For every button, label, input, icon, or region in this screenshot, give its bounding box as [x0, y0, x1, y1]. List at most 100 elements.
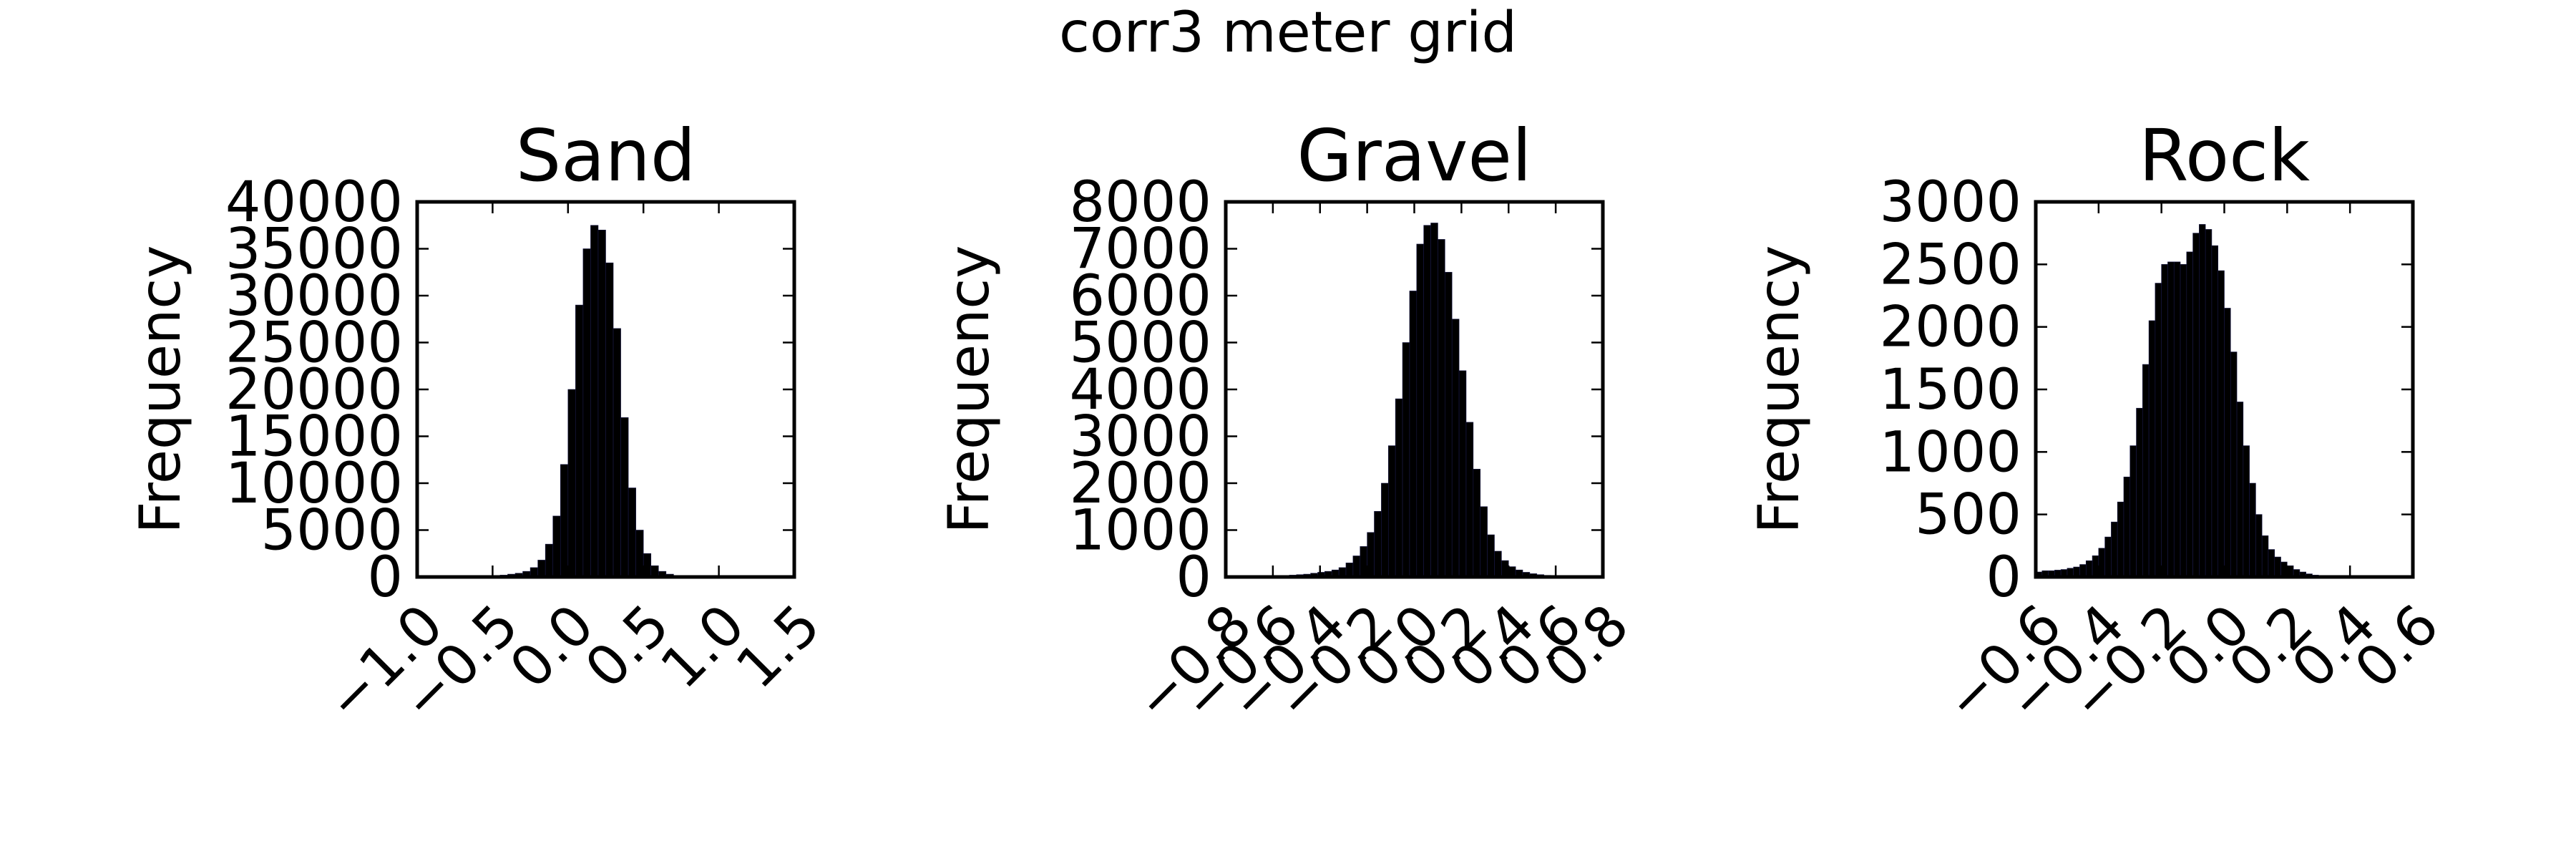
- gravel-bar: [1458, 370, 1467, 578]
- gravel-bar: [1423, 225, 1431, 578]
- gravel-bar: [1494, 550, 1502, 578]
- gravel-bar: [1465, 422, 1474, 578]
- rock-bar: [2199, 224, 2206, 578]
- gravel-bar: [1487, 534, 1495, 578]
- rock-bar: [2079, 564, 2087, 578]
- sand-bar: [567, 389, 576, 578]
- sand-title: Sand: [516, 114, 696, 198]
- gravel-bar: [1445, 271, 1453, 578]
- rock-bar: [2123, 476, 2131, 578]
- rock-bar: [2261, 535, 2269, 578]
- gravel-ylabel: Frequency: [937, 246, 1002, 534]
- rock-bar: [2205, 229, 2212, 578]
- rock-bar: [2148, 320, 2156, 578]
- gravel-axes-frame: [1224, 200, 1605, 579]
- sand-bar: [582, 248, 591, 578]
- gravel-bar: [1360, 546, 1367, 578]
- rock-title: Rock: [2139, 114, 2310, 198]
- sand-ytick-label: 20000: [225, 358, 403, 422]
- rock-bar: [2268, 549, 2275, 578]
- rock-bar: [2192, 233, 2200, 578]
- rock-ytick-label: 3000: [1879, 170, 2021, 235]
- rock-bar: [2111, 521, 2118, 578]
- sand-bar: [628, 487, 636, 578]
- gravel-title: Gravel: [1297, 114, 1531, 198]
- rock-bar: [2218, 270, 2225, 578]
- sand-ytick-label: 10000: [225, 452, 403, 516]
- sand-ytick-label: 30000: [225, 264, 403, 329]
- gravel-bar: [1430, 223, 1438, 578]
- gravel-ytick-label: 8000: [1069, 170, 1211, 235]
- sand-axes-frame: [415, 200, 796, 579]
- gravel-bar: [1402, 342, 1410, 578]
- sand-bar: [605, 262, 614, 578]
- gravel-ytick-label: 3000: [1069, 405, 1211, 470]
- figure-suptitle: corr3 meter grid: [1059, 1, 1517, 65]
- gravel-bar: [1480, 506, 1488, 578]
- rock-bar: [2236, 402, 2244, 578]
- gravel-bar: [1395, 398, 1403, 578]
- rock-bar: [2098, 548, 2105, 578]
- rock-bar: [2186, 251, 2193, 578]
- gravel-ytick-label: 1000: [1069, 499, 1211, 563]
- sand-ytick-label: 5000: [260, 499, 403, 563]
- sand-ytick-label: 0: [367, 545, 403, 610]
- gravel-bar: [1438, 239, 1445, 578]
- gravel-bar: [1451, 319, 1460, 578]
- rock-ytick-label: 0: [1986, 545, 2021, 610]
- gravel-bar: [1345, 563, 1354, 578]
- rock-ytick-label: 1000: [1879, 420, 2021, 485]
- rock-bar: [2104, 536, 2112, 578]
- rock-ytick-label: 500: [1915, 483, 2021, 548]
- gravel-bar: [1352, 555, 1361, 578]
- rock-bar: [2129, 445, 2137, 578]
- rock-bar: [2173, 261, 2181, 578]
- sand-ytick-label: 35000: [225, 218, 403, 282]
- sand-bar: [620, 417, 629, 578]
- sand-bar: [537, 560, 546, 578]
- sand-bar: [552, 515, 561, 578]
- sand-bar: [613, 328, 621, 578]
- gravel-bar: [1367, 532, 1375, 578]
- sand-bar: [643, 553, 652, 578]
- rock-bar: [2180, 264, 2187, 578]
- gravel-bar: [1381, 482, 1389, 578]
- rock-bar: [2280, 561, 2288, 578]
- sand-bar: [545, 543, 554, 578]
- rock-bar: [2255, 514, 2263, 578]
- rock-bar: [2167, 261, 2175, 578]
- rock-ytick-label: 1500: [1879, 358, 2021, 422]
- gravel-ytick-label: 7000: [1069, 218, 1211, 282]
- rock-bar: [2230, 351, 2238, 578]
- rock-ylabel: Frequency: [1747, 246, 1812, 534]
- rock-bar: [2155, 283, 2162, 578]
- sand-ytick-label: 25000: [225, 311, 403, 376]
- gravel-bar: [1387, 445, 1396, 578]
- sand-bar: [635, 530, 644, 578]
- sand-bar: [597, 229, 606, 578]
- rock-bar: [2211, 245, 2219, 578]
- rock-ytick-label: 2500: [1879, 233, 2021, 297]
- rock-bar: [2224, 308, 2231, 578]
- sand-ytick-label: 40000: [225, 170, 403, 235]
- gravel-bar: [1374, 510, 1382, 578]
- rock-bar: [2274, 556, 2281, 578]
- rock-ytick-label: 2000: [1879, 296, 2021, 360]
- gravel-bar: [1416, 243, 1424, 578]
- rock-bar: [2136, 407, 2143, 578]
- gravel-ytick-label: 6000: [1069, 264, 1211, 329]
- rock-bar: [2161, 264, 2168, 578]
- gravel-ytick-label: 4000: [1069, 358, 1211, 422]
- gravel-ytick-label: 0: [1176, 545, 1211, 610]
- sand-ytick-label: 15000: [225, 405, 403, 470]
- sand-bar: [560, 464, 569, 578]
- sand-bar: [590, 225, 599, 578]
- gravel-bar: [1501, 560, 1509, 578]
- gravel-bar: [1409, 291, 1418, 578]
- rock-bar: [2092, 555, 2099, 578]
- gravel-ytick-label: 2000: [1069, 452, 1211, 516]
- sand-ylabel: Frequency: [129, 246, 193, 534]
- rock-bar: [2243, 445, 2250, 578]
- rock-bar: [2249, 482, 2256, 578]
